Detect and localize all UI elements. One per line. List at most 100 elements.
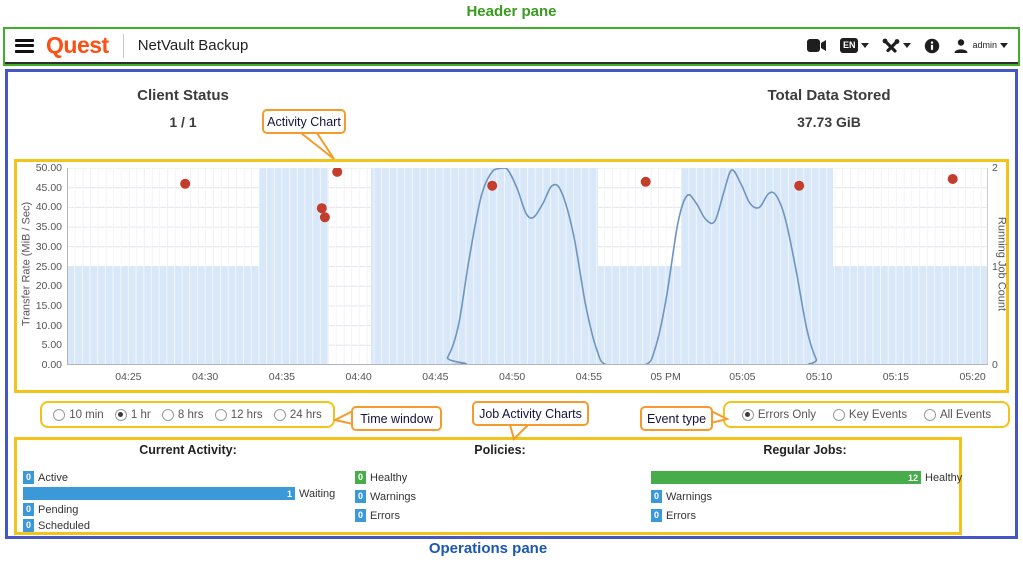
error-event-dot[interactable] (794, 180, 805, 191)
job-count-badge[interactable]: 0 (23, 471, 34, 484)
x-axis-tick-label: 05:05 (729, 371, 756, 383)
annotation-header-pane-label: Header pane (466, 3, 557, 20)
radio-label: Errors Only (757, 408, 817, 421)
job-row-healthy: 0 Healthy (355, 471, 645, 484)
error-event-dot[interactable] (180, 178, 191, 189)
job-row-label: Healthy (925, 471, 963, 484)
x-axis-tick-label: 04:30 (192, 371, 219, 383)
time-window-group: 10 min 1 hr 8 hrs 12 hrs 24 hrs (40, 401, 335, 428)
job-count-badge[interactable]: 0 (23, 519, 34, 532)
radio-label: All Events (939, 408, 992, 421)
job-bar-waiting[interactable]: 1 (23, 487, 295, 500)
radio-key-events[interactable]: Key Events (832, 408, 907, 421)
radio-8-hrs[interactable]: 8 hrs (161, 408, 204, 421)
client-status-value[interactable]: 1 / 1 (169, 114, 197, 130)
job-row-label: Warnings (666, 490, 713, 503)
y-axis-tick-label: 30.00 (35, 240, 62, 253)
radio-errors-only[interactable]: Errors Only (741, 408, 817, 421)
radio-label: 24 hrs (289, 408, 322, 421)
hamburger-menu-icon[interactable] (15, 38, 34, 53)
header-divider (122, 33, 124, 58)
language-icon: EN (839, 38, 859, 53)
radio-10-min[interactable]: 10 min (53, 408, 104, 421)
error-event-dot[interactable] (947, 174, 958, 184)
annotation-operations-pane-label: Operations pane (428, 540, 548, 557)
x-axis-tick-label: 04:55 (575, 371, 603, 383)
x-axis-tick-label: 04:45 (422, 371, 449, 383)
job-bar-healthy[interactable]: 12 (651, 471, 921, 484)
error-event-dot[interactable] (319, 212, 330, 223)
radio-circle[interactable] (161, 408, 174, 421)
job-activity-charts: Current Activity: 0 Active 1 Waiting 0 Pendin… (14, 437, 962, 535)
job-row-waiting: 1 Waiting (23, 487, 353, 500)
job-count-badge[interactable]: 0 (355, 471, 366, 484)
radio-label: 1 hr (130, 408, 151, 421)
user-icon (954, 38, 968, 53)
regular-jobs-title: Regular Jobs: (763, 443, 847, 457)
annotation-activity-chart-callout: Activity Chart (262, 109, 346, 134)
job-count-badge[interactable]: 0 (651, 490, 662, 503)
job-count-badge[interactable]: 0 (355, 509, 366, 522)
y-axis-tick-label: 35.00 (35, 221, 62, 234)
y-axis-right-tick-label: 0 (992, 359, 998, 371)
job-bar-value: 1 (286, 488, 292, 499)
radio-label: 12 hrs (230, 408, 263, 421)
job-row-label: Pending (38, 503, 79, 516)
chevron-down-icon (861, 43, 870, 48)
error-event-dot[interactable] (332, 166, 343, 177)
policies-title: Policies: (474, 443, 526, 457)
job-row-warnings: 0 Warnings (651, 490, 959, 503)
activity-chart[interactable] (66, 166, 989, 366)
job-row-label: Healthy (370, 471, 408, 484)
user-name: admin (972, 39, 997, 50)
chart-canvas[interactable] (66, 166, 989, 366)
radio-circle[interactable] (923, 408, 936, 421)
chevron-down-icon (903, 43, 912, 48)
job-bar-value: 12 (907, 472, 918, 483)
error-event-dot[interactable] (487, 180, 498, 191)
y-axis-right-tick-label: 2 (992, 162, 998, 174)
job-row-errors: 0 Errors (355, 509, 645, 522)
annotation-callout-tail (298, 132, 335, 160)
x-axis-tick-label: 05:10 (806, 371, 833, 383)
settings-menu-button[interactable] (882, 38, 912, 54)
y-axis-tick-label: 5.00 (41, 339, 62, 352)
client-status-label: Client Status (137, 87, 229, 104)
language-selector[interactable]: EN (839, 38, 870, 53)
radio-all-events[interactable]: All Events (923, 408, 992, 421)
x-axis-tick-label: 04:40 (345, 371, 372, 383)
tools-icon (883, 38, 900, 53)
radio-circle[interactable] (741, 408, 754, 421)
info-button[interactable] (924, 38, 940, 54)
header-actions: EN admin (806, 38, 1008, 54)
quest-logo: Quest (46, 32, 109, 58)
y-axis-tick-label: 45.00 (35, 181, 62, 194)
user-menu[interactable]: admin (953, 38, 1008, 54)
job-count-badge[interactable]: 0 (23, 503, 34, 516)
y-axis-tick-label: 20.00 (35, 280, 62, 293)
job-row-label: Warnings (370, 490, 417, 503)
radio-label: 8 hrs (177, 408, 204, 421)
radio-1-hr[interactable]: 1 hr (114, 408, 151, 421)
error-event-dot[interactable] (640, 176, 651, 187)
total-data-stored-label: Total Data Stored (767, 87, 891, 104)
radio-24-hrs[interactable]: 24 hrs (273, 408, 322, 421)
video-tutorial-button[interactable] (806, 38, 827, 53)
radio-circle[interactable] (53, 408, 66, 421)
job-count-badge[interactable]: 0 (355, 490, 366, 503)
radio-circle[interactable] (214, 408, 227, 421)
current-activity-chart: Current Activity: 0 Active 1 Waiting 0 Pendin… (23, 443, 353, 535)
annotation-time-window-callout: Time window (351, 406, 442, 431)
total-data-stored-value[interactable]: 37.73 GiB (797, 114, 861, 130)
radio-circle[interactable] (273, 408, 286, 421)
radio-12-hrs[interactable]: 12 hrs (214, 408, 263, 421)
header-bar: Quest NetVault Backup EN (5, 29, 1018, 64)
radio-circle[interactable] (114, 408, 127, 421)
current-activity-title: Current Activity: (139, 443, 237, 457)
error-event-dot[interactable] (316, 203, 327, 214)
job-row-errors: 0 Errors (651, 509, 959, 522)
job-count-badge[interactable]: 0 (651, 509, 662, 522)
x-axis-tick-label: 05 PM (650, 371, 681, 383)
radio-circle[interactable] (832, 408, 845, 421)
video-camera-icon (806, 39, 826, 52)
